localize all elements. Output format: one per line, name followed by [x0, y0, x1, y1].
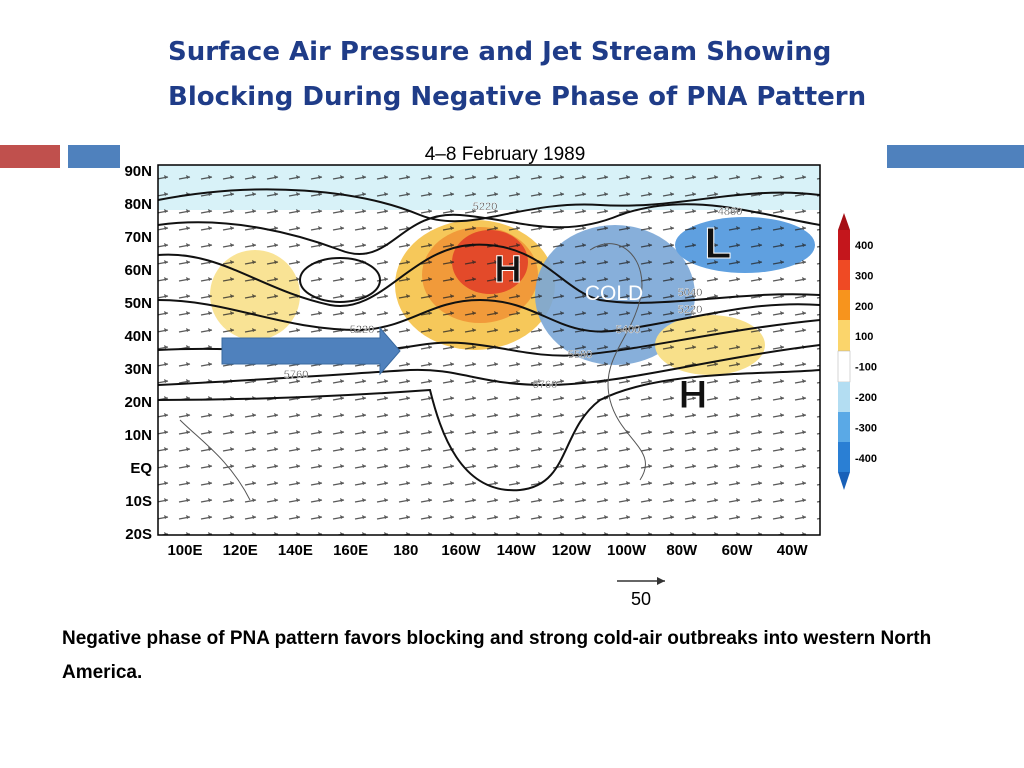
contour-label: 5400	[616, 324, 640, 336]
lon-label: 80W	[666, 542, 698, 559]
lon-label: 160E	[333, 542, 368, 559]
colorbar-labels: 400 300 200 100 -100 -200 -300 -400	[855, 240, 877, 465]
colorbar-label: 300	[855, 270, 873, 282]
lon-label: 120E	[223, 542, 258, 559]
lat-label: 10N	[124, 427, 152, 444]
lat-label: 80N	[124, 196, 152, 213]
caption: Negative phase of PNA pattern favors blo…	[62, 628, 932, 683]
lon-label: 60W	[722, 542, 754, 559]
slide-title: Surface Air Pressure and Jet Stream Show…	[168, 30, 866, 120]
scale-label: 50	[631, 589, 651, 609]
contour-label: 5220	[473, 201, 497, 213]
lat-label: 60N	[124, 262, 152, 279]
colorbar	[837, 213, 851, 490]
colorbar-label: -200	[855, 392, 877, 404]
lat-label: 10S	[125, 493, 152, 510]
lat-labels: 90N 80N 70N 60N 50N 40N 30N 20N 10N EQ 10S 20S	[124, 163, 152, 543]
jet-arrow	[221, 326, 401, 376]
cold-label: COLD	[585, 282, 643, 305]
low-label: L	[705, 219, 732, 268]
contour-label: 5760	[533, 379, 557, 391]
accent-bar	[0, 145, 60, 168]
contour-label: 5760	[284, 369, 308, 381]
contour-label: 5220	[678, 304, 702, 316]
title-line: Surface Air Pressure and Jet Stream Show…	[168, 37, 832, 67]
high-label: H	[679, 373, 708, 417]
lat-label: 50N	[124, 295, 152, 312]
lon-label: 100W	[607, 542, 647, 559]
colorbar-label: -300	[855, 422, 877, 434]
accent-bar	[887, 145, 1024, 168]
lat-label: 20S	[125, 526, 152, 543]
lat-label: 70N	[124, 229, 152, 246]
high-label: H	[494, 249, 521, 291]
accent-bar	[68, 145, 120, 168]
lon-label: 180	[393, 542, 418, 559]
contour-label: 5040	[678, 287, 702, 299]
lon-labels: 100E 120E 140E 160E 180 160W 140W 120W 100W 80W 60…	[167, 542, 808, 559]
lat-label: 90N	[124, 163, 152, 180]
contour-label: 4860	[718, 206, 742, 218]
colorbar-label: -400	[855, 453, 877, 465]
contour-labels: 5220 4860 5040 5220 5400 5580 5760 5760 5220	[284, 201, 743, 391]
scale-arrow-head	[657, 577, 665, 585]
lat-label: 40N	[124, 328, 152, 345]
title-line: Blocking During Negative Phase of PNA Pa…	[168, 82, 867, 112]
colorbar-label: 400	[855, 240, 873, 252]
lon-label: 140E	[278, 542, 313, 559]
map-frame	[157, 164, 821, 536]
lon-label: 40W	[777, 542, 809, 559]
lon-label: 100E	[167, 542, 202, 559]
colorbar-label: -100	[855, 362, 877, 374]
lat-label: 30N	[124, 361, 152, 378]
lat-label: 20N	[124, 394, 152, 411]
contour-label: 5220	[350, 324, 374, 336]
figure-title: 4–8 February 1989	[425, 144, 586, 165]
map	[158, 165, 820, 535]
figure: 4–8 February 1989 90N 80N 70N 60N 50N 40N 30N 2…	[0, 144, 1024, 610]
colorbar-label: 200	[855, 301, 873, 313]
lat-label: EQ	[130, 460, 152, 477]
lon-label: 120W	[552, 542, 592, 559]
contour-label: 5580	[568, 349, 592, 361]
colorbar-label: 100	[855, 331, 873, 343]
lon-label: 160W	[441, 542, 481, 559]
lon-label: 140W	[497, 542, 537, 559]
